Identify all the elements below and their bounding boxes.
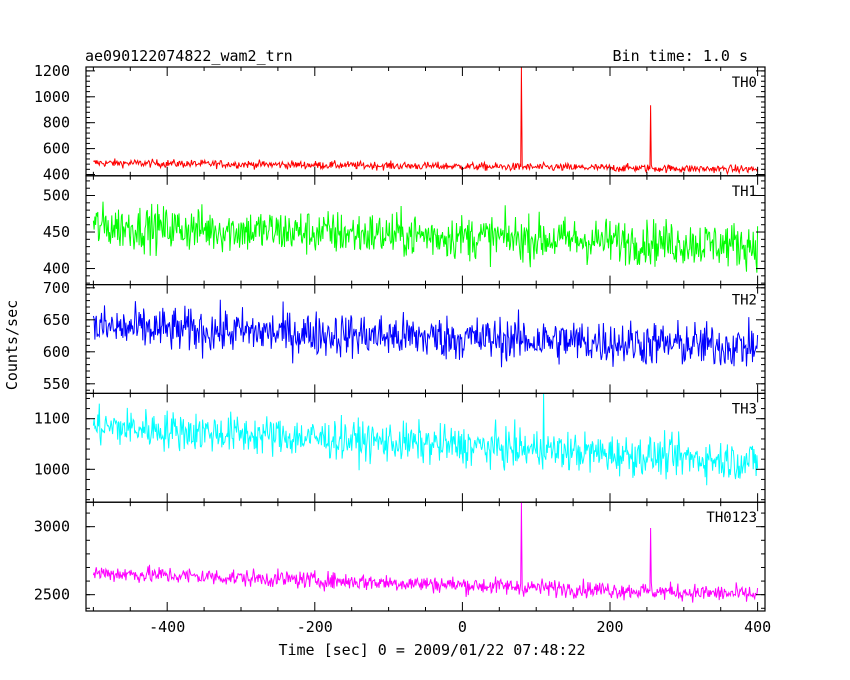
chart-title-right: Bin time: 1.0 s xyxy=(613,47,748,65)
panel-frame xyxy=(85,392,766,503)
y-tick-label: 450 xyxy=(43,223,70,241)
panel-frame xyxy=(85,66,766,177)
y-tick-label: 700 xyxy=(43,279,70,297)
series-line-th1 xyxy=(92,201,759,273)
panel-label: TH0 xyxy=(732,75,757,91)
y-tick-label: 500 xyxy=(43,187,70,205)
y-axis-title: Counts/sec xyxy=(3,300,21,390)
panel-th3: 1000 1100 TH3 xyxy=(34,392,766,503)
x-tick-label: -200 xyxy=(297,618,333,636)
panel-label: TH1 xyxy=(732,184,757,200)
y-tick-label: 600 xyxy=(43,140,70,158)
panel-th2: 550 600 650 700 TH2 xyxy=(43,279,766,395)
chart-panels: 400 600 800 1000 1200 TH0 400 450 500 TH1 550 600 65… xyxy=(34,62,771,636)
x-tick-label: 200 xyxy=(596,618,623,636)
x-tick-label: 0 xyxy=(458,618,467,636)
x-tick-label: 400 xyxy=(744,618,771,636)
panel-th0: 400 600 800 1000 1200 TH0 xyxy=(34,62,766,184)
y-tick-label: 1100 xyxy=(34,410,70,428)
y-tick-label: 1200 xyxy=(34,62,70,80)
series-line-th2 xyxy=(92,299,759,368)
y-tick-label: 550 xyxy=(43,375,70,393)
chart-title-left: ae090122074822_wam2_trn xyxy=(85,47,293,65)
x-axis-title: Time [sec] 0 = 2009/01/22 07:48:22 xyxy=(278,641,585,659)
y-tick-label: 800 xyxy=(43,114,70,132)
series-line-th3 xyxy=(92,393,759,486)
panel-label: TH0123 xyxy=(706,510,757,526)
y-tick-label: 600 xyxy=(43,343,70,361)
panel-frame xyxy=(85,501,766,612)
panel-th0123: 2500 3000 TH0123 xyxy=(34,501,766,612)
y-tick-label: 2500 xyxy=(34,586,70,604)
y-tick-label: 650 xyxy=(43,311,70,329)
y-tick-label: 1000 xyxy=(34,460,70,478)
y-tick-label: 3000 xyxy=(34,518,70,536)
panel-label: TH3 xyxy=(732,401,757,417)
y-tick-label: 1000 xyxy=(34,88,70,106)
series-line-th0 xyxy=(93,67,759,176)
y-tick-label: 400 xyxy=(43,260,70,278)
panel-label: TH2 xyxy=(732,293,757,309)
series-line-th0123 xyxy=(92,502,759,603)
y-tick-label: 400 xyxy=(43,166,70,184)
x-tick-label: -400 xyxy=(149,618,185,636)
panel-th1: 400 450 500 TH1 xyxy=(43,175,766,286)
